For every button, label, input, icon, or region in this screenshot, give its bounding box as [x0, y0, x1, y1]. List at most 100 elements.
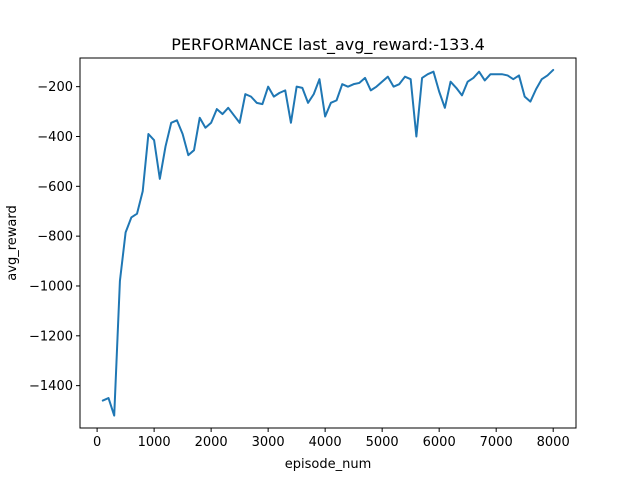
y-axis-label: avg_reward [5, 205, 20, 280]
y-axis: −1400 −1200 −1000 −800 −600 −400 −200 [29, 80, 80, 394]
data-point [136, 213, 138, 215]
data-point [244, 93, 246, 95]
y-tick-label: −1200 [29, 329, 73, 344]
data-point [250, 96, 252, 98]
data-point [324, 116, 326, 118]
data-point [529, 101, 531, 103]
data-point [524, 96, 526, 98]
data-point [176, 119, 178, 121]
data-point [119, 280, 121, 282]
x-axis: 0 1000 2000 3000 4000 5000 6000 7000 8000 [93, 428, 570, 450]
data-point [438, 91, 440, 93]
data-point [222, 113, 224, 115]
data-point [170, 122, 172, 124]
data-point [381, 81, 383, 83]
data-point [279, 92, 281, 94]
data-point [318, 78, 320, 80]
data-point [210, 122, 212, 124]
data-point [341, 83, 343, 85]
x-tick-label: 6000 [423, 435, 456, 450]
data-point [450, 81, 452, 83]
data-point [552, 69, 554, 71]
data-point [261, 103, 263, 105]
x-tick-label: 4000 [309, 435, 342, 450]
data-point [512, 78, 514, 80]
data-point [307, 102, 309, 104]
data-point [478, 71, 480, 73]
data-point [147, 133, 149, 135]
x-axis-label: episode_num [285, 457, 371, 472]
data-point [393, 86, 395, 88]
x-tick-label: 7000 [480, 435, 513, 450]
data-point [347, 86, 349, 88]
data-point [102, 400, 104, 402]
data-point [415, 135, 417, 137]
data-point [284, 89, 286, 91]
data-point [199, 117, 201, 119]
y-tick-label: −600 [37, 180, 73, 195]
data-point [187, 154, 189, 156]
data-point [142, 190, 144, 192]
data-point [130, 216, 132, 218]
data-point [484, 79, 486, 81]
plot-area [80, 58, 576, 428]
data-point [182, 133, 184, 135]
x-tick-label: 5000 [366, 435, 399, 450]
data-point [239, 122, 241, 124]
data-point [472, 77, 474, 79]
data-point [444, 107, 446, 109]
data-point [518, 74, 520, 76]
data-point [125, 231, 127, 233]
x-tick-label: 8000 [537, 435, 570, 450]
data-point [273, 96, 275, 98]
y-tick-label: −200 [37, 80, 73, 95]
x-tick-label: 2000 [195, 435, 228, 450]
data-point [410, 78, 412, 80]
data-point [313, 93, 315, 95]
y-tick-label: −800 [37, 230, 73, 245]
data-point [546, 74, 548, 76]
data-point [256, 102, 258, 104]
data-point [358, 82, 360, 84]
data-point [290, 122, 292, 124]
data-point [495, 73, 497, 75]
data-point [387, 76, 389, 78]
data-point [267, 86, 269, 88]
x-tick-label: 3000 [252, 435, 285, 450]
data-point [370, 89, 372, 91]
data-point [330, 102, 332, 104]
y-tick-label: −1000 [29, 279, 73, 294]
data-point [375, 86, 377, 88]
data-point [507, 74, 509, 76]
data-point [404, 76, 406, 78]
data-point [113, 415, 115, 417]
data-point [108, 397, 110, 399]
data-point [216, 108, 218, 110]
data-point [336, 99, 338, 101]
data-point [501, 73, 503, 75]
data-point [421, 77, 423, 79]
data-point [227, 107, 229, 109]
data-point [153, 139, 155, 141]
data-point [455, 87, 457, 89]
data-point [398, 83, 400, 85]
data-point [432, 71, 434, 73]
data-point [364, 77, 366, 79]
data-point [159, 178, 161, 180]
data-point [233, 114, 235, 116]
data-layer [101, 68, 555, 417]
data-point [535, 88, 537, 90]
y-tick-label: −1400 [29, 379, 73, 394]
data-point [489, 73, 491, 75]
series-line [101, 68, 555, 417]
chart-title: PERFORMANCE last_avg_reward:-133.4 [171, 35, 485, 55]
data-point [467, 81, 469, 83]
x-tick-label: 0 [93, 435, 101, 450]
plot-frame [79, 57, 577, 429]
data-point [165, 145, 167, 147]
data-point [461, 94, 463, 96]
data-point [541, 78, 543, 80]
data-point [193, 149, 195, 151]
